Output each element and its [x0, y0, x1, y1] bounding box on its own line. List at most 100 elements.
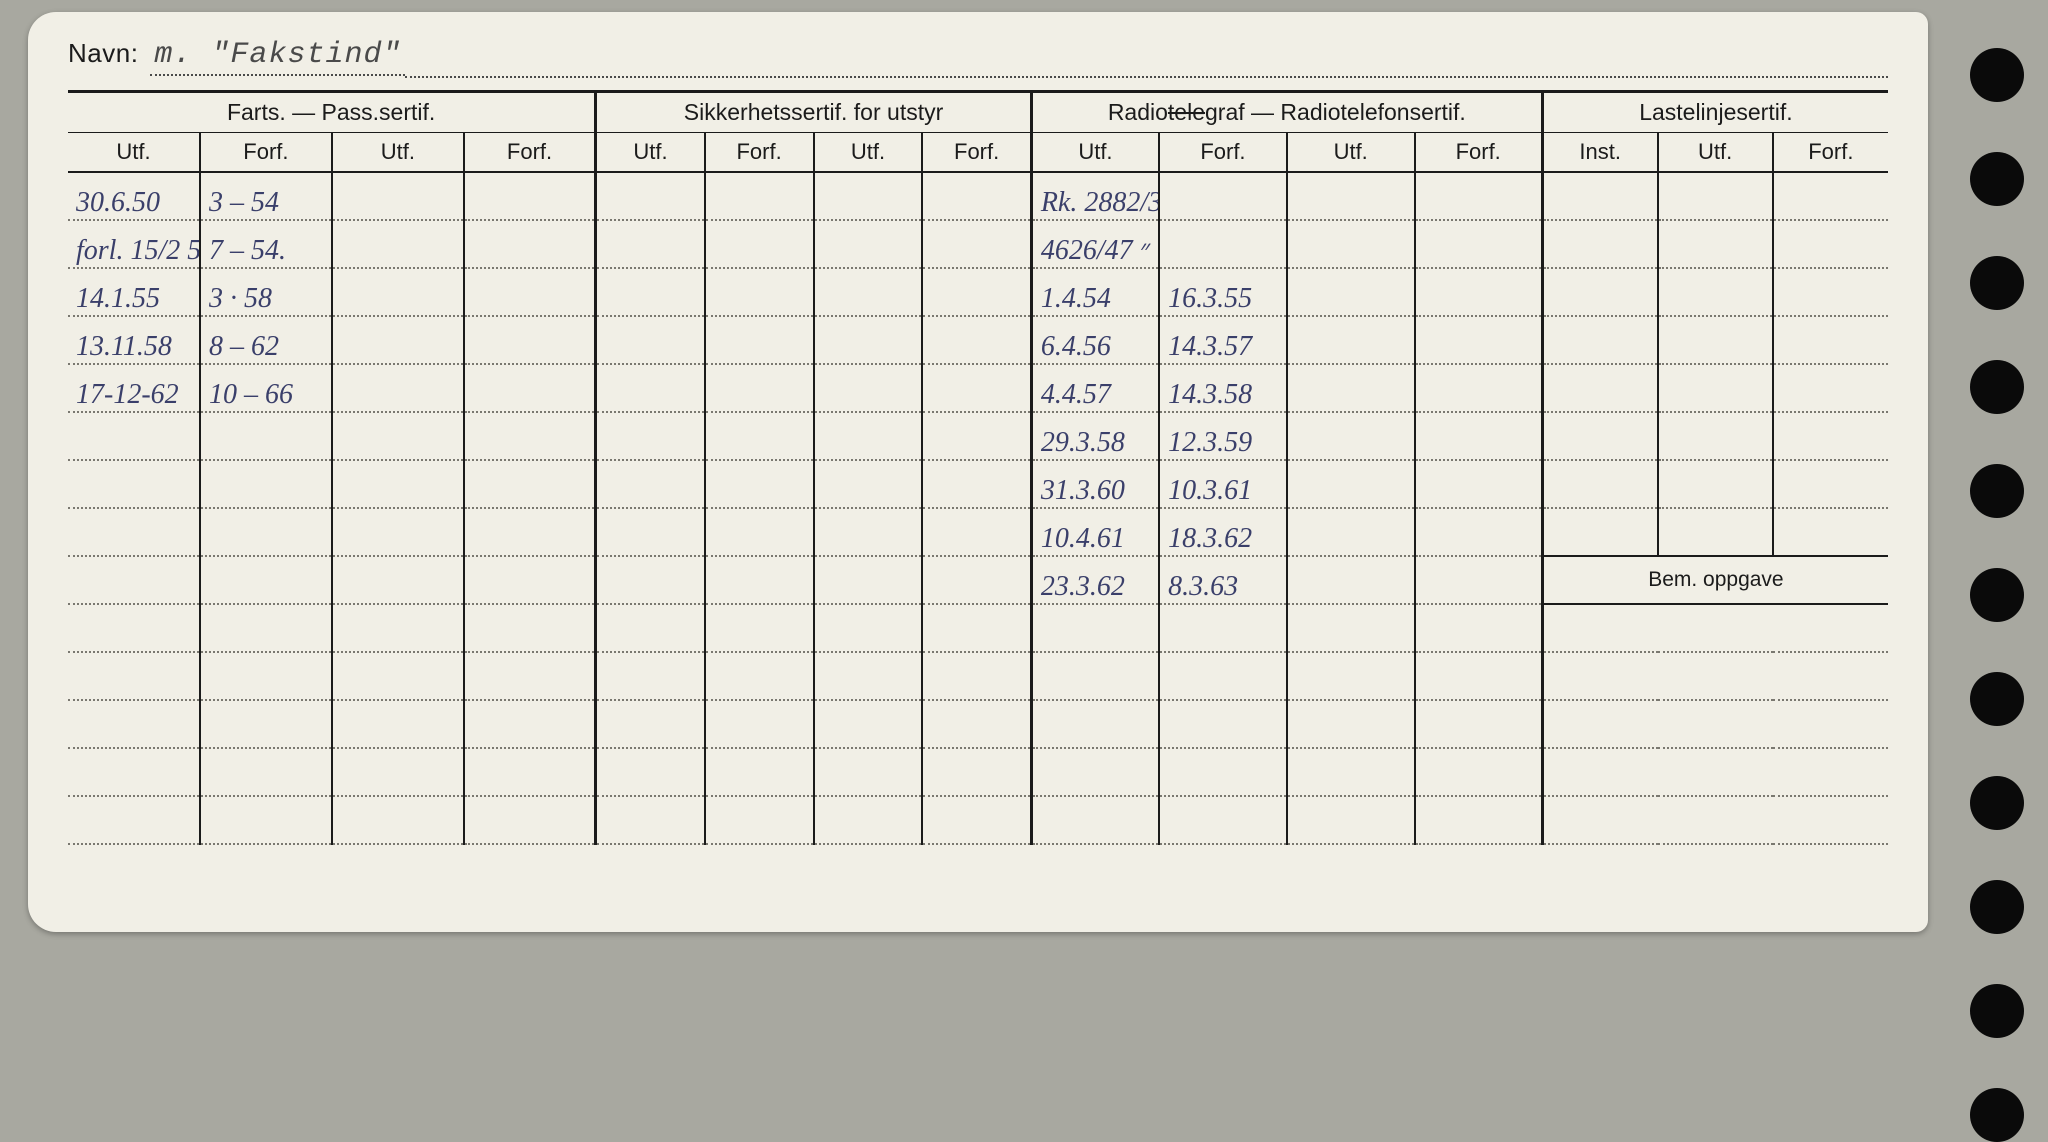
name-row: Navn: m. "Fakstind" — [68, 38, 1888, 84]
binder-hole — [1970, 48, 2024, 102]
cell — [705, 748, 814, 796]
cell — [332, 268, 464, 316]
bem-cell — [1542, 700, 1888, 748]
cell — [1542, 316, 1657, 364]
cell — [464, 604, 596, 652]
cell — [814, 556, 923, 604]
cell — [1159, 220, 1287, 268]
cell — [1542, 412, 1657, 460]
cell — [922, 364, 1031, 412]
cell — [1287, 316, 1415, 364]
cell — [1658, 412, 1773, 460]
cell — [922, 652, 1031, 700]
cell: 30.6.50 — [68, 172, 200, 220]
cell — [332, 796, 464, 844]
col-header: Utf. — [1031, 133, 1159, 173]
cell — [922, 604, 1031, 652]
cell — [1658, 316, 1773, 364]
cell — [464, 796, 596, 844]
cell: 10.3.61 — [1159, 460, 1287, 508]
cell — [596, 748, 705, 796]
cell — [1415, 652, 1543, 700]
cell — [200, 460, 332, 508]
binder-hole — [1970, 360, 2024, 414]
cell — [68, 652, 200, 700]
bem-oppgave-header: Bem. oppgave — [1542, 556, 1888, 604]
cell — [922, 220, 1031, 268]
cell — [1773, 220, 1888, 268]
cell — [814, 460, 923, 508]
col-header: Forf. — [705, 133, 814, 173]
cell — [200, 700, 332, 748]
cell — [814, 412, 923, 460]
binder-hole — [1970, 880, 2024, 934]
cell — [1031, 796, 1159, 844]
col-header: Utf. — [814, 133, 923, 173]
header-cols: Utf.Forf.Utf.Forf.Utf.Forf.Utf.Forf.Utf.… — [68, 133, 1888, 173]
cell: 6.4.56 — [1031, 316, 1159, 364]
cell — [814, 268, 923, 316]
col-header: Forf. — [200, 133, 332, 173]
cell — [1658, 268, 1773, 316]
cell — [68, 556, 200, 604]
cell — [1159, 796, 1287, 844]
cell: forl. 15/2 54 — [68, 220, 200, 268]
cell: 1.4.54 — [1031, 268, 1159, 316]
table-row: forl. 15/2 547 – 54. ״ 4626/47 — [68, 220, 1888, 268]
binder-hole — [1970, 568, 2024, 622]
col-header: Utf. — [1287, 133, 1415, 173]
cell — [922, 700, 1031, 748]
cell: 16.3.55 — [1159, 268, 1287, 316]
cell — [596, 412, 705, 460]
cell — [464, 364, 596, 412]
binder-hole — [1970, 152, 2024, 206]
cell — [332, 652, 464, 700]
cell — [1773, 364, 1888, 412]
cell — [922, 316, 1031, 364]
group-radio: Radiotelegraf — Radiotelefonsertif. — [1031, 93, 1542, 133]
table-row — [68, 604, 1888, 652]
cell — [705, 460, 814, 508]
cell — [332, 700, 464, 748]
cell: 4.4.57 — [1031, 364, 1159, 412]
binder-hole — [1970, 464, 2024, 518]
cell — [464, 748, 596, 796]
cell — [705, 796, 814, 844]
cell — [705, 172, 814, 220]
cell — [464, 316, 596, 364]
cell — [332, 556, 464, 604]
cell — [705, 316, 814, 364]
cell: 31.3.60 — [1031, 460, 1159, 508]
cell — [1031, 652, 1159, 700]
bem-cell — [1542, 748, 1888, 796]
cell — [596, 652, 705, 700]
cell — [1287, 796, 1415, 844]
col-header: Utf. — [68, 133, 200, 173]
table-row — [68, 748, 1888, 796]
cell — [596, 556, 705, 604]
cell — [1658, 364, 1773, 412]
cell — [1159, 748, 1287, 796]
cell — [200, 508, 332, 556]
cell — [1542, 460, 1657, 508]
cell — [1415, 364, 1543, 412]
certificate-table: Farts. — Pass.sertif. Sikkerhetssertif. … — [68, 93, 1888, 845]
cell — [814, 172, 923, 220]
cell — [596, 460, 705, 508]
cell — [814, 748, 923, 796]
cell — [705, 604, 814, 652]
cell — [814, 652, 923, 700]
cell — [68, 796, 200, 844]
cell — [332, 460, 464, 508]
col-header: Forf. — [922, 133, 1031, 173]
cell — [1287, 412, 1415, 460]
cell — [1031, 748, 1159, 796]
cell — [1415, 172, 1543, 220]
table-row: 23.3.628.3.63Bem. oppgave — [68, 556, 1888, 604]
cell — [332, 508, 464, 556]
cell — [1415, 412, 1543, 460]
table-row: 14.1.553 · 581.4.5416.3.55 — [68, 268, 1888, 316]
group-farts: Farts. — Pass.sertif. — [68, 93, 596, 133]
cell — [596, 172, 705, 220]
cell — [705, 268, 814, 316]
